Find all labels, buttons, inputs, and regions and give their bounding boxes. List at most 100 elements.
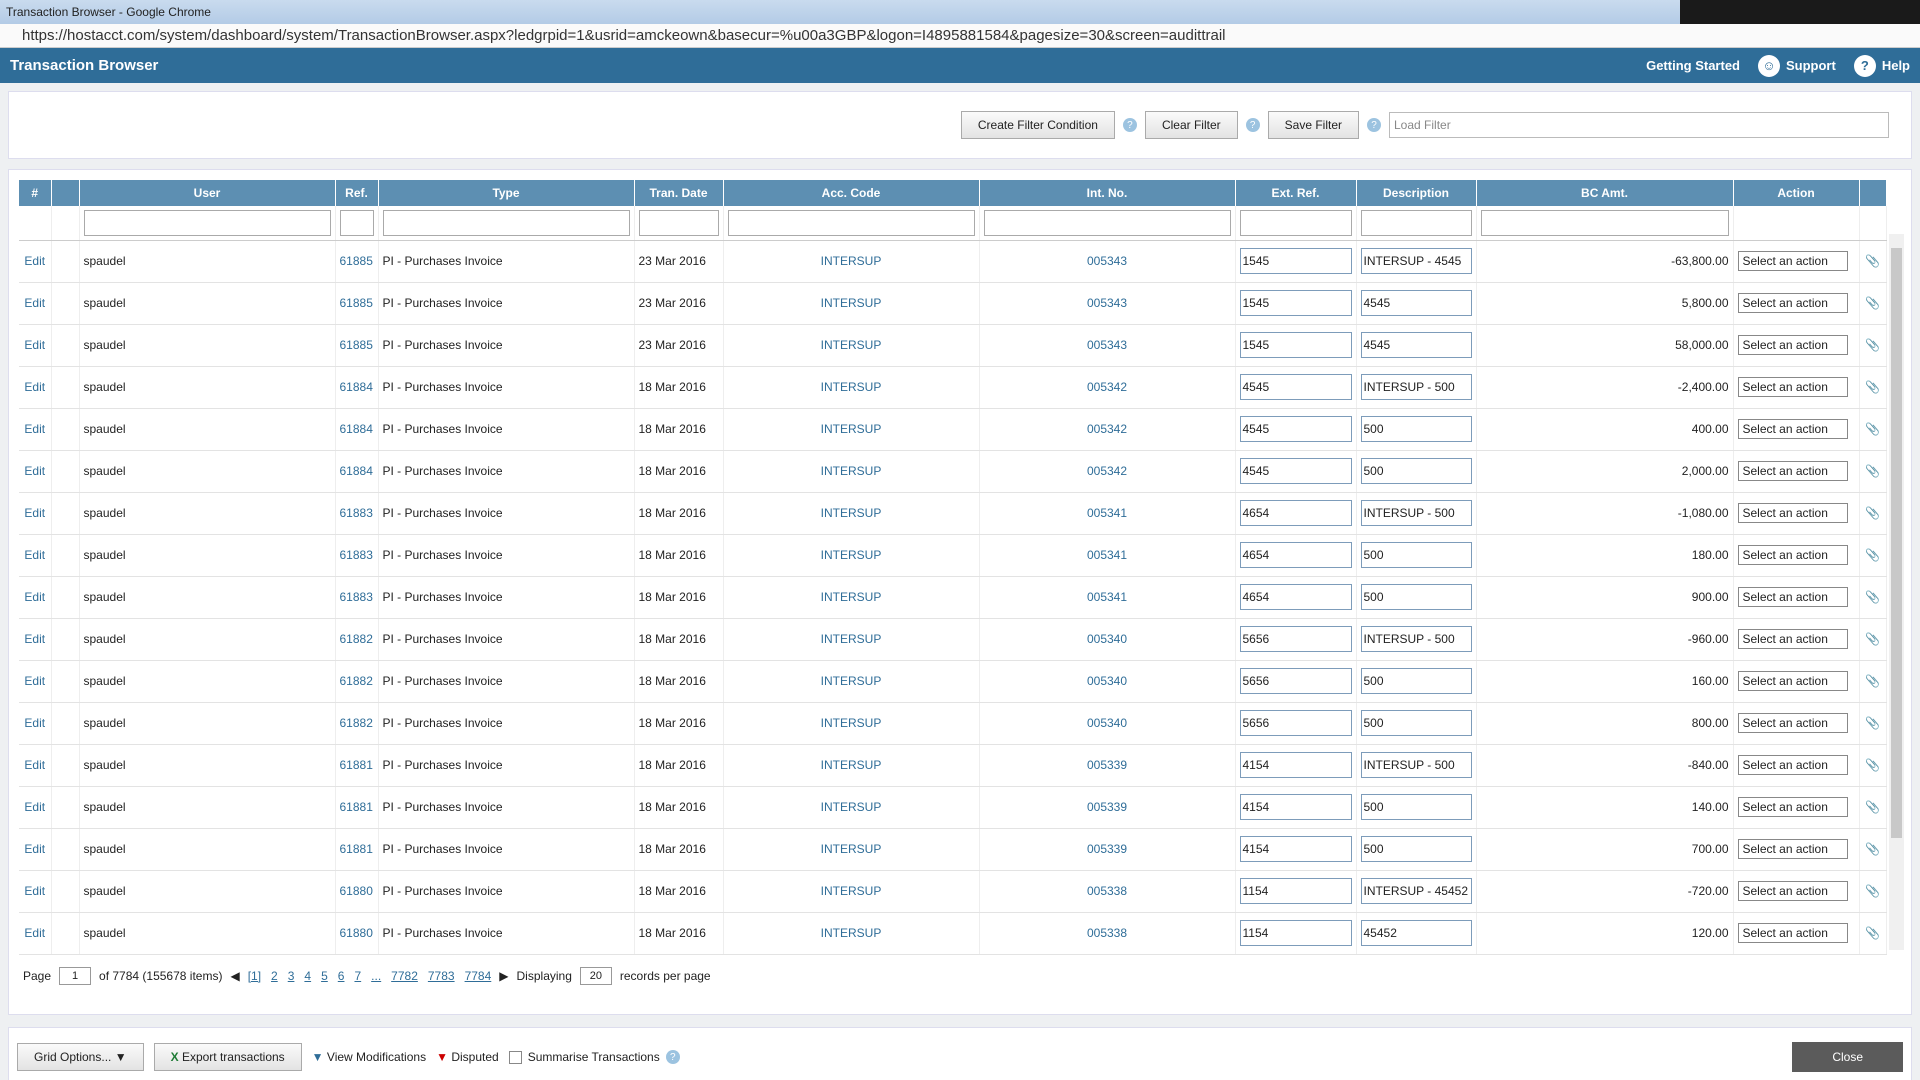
- int-no-link[interactable]: 005342: [979, 366, 1236, 409]
- ref-link[interactable]: 61882: [335, 660, 379, 703]
- ref-link[interactable]: 61881: [335, 828, 379, 871]
- int-no-link[interactable]: 005343: [979, 240, 1236, 283]
- filter-input[interactable]: [83, 209, 331, 236]
- address-bar[interactable]: https://hostacct.com/system/dashboard/sy…: [0, 24, 1920, 48]
- edit-link[interactable]: Edit: [19, 660, 52, 703]
- action-select[interactable]: Select an action: [1737, 251, 1848, 271]
- ref-link[interactable]: 61885: [335, 282, 379, 325]
- ext-ref-input[interactable]: 1545: [1239, 290, 1352, 316]
- page-link[interactable]: 4: [304, 968, 312, 983]
- action-select[interactable]: Select an action: [1737, 713, 1848, 733]
- acc-code-link[interactable]: INTERSUP: [723, 912, 980, 955]
- ref-link[interactable]: 61883: [335, 576, 379, 619]
- checkbox[interactable]: [508, 1050, 522, 1064]
- action-select[interactable]: Select an action: [1737, 461, 1848, 481]
- attach-icon[interactable]: 📎: [1865, 296, 1880, 310]
- int-no-link[interactable]: 005341: [979, 576, 1236, 619]
- column-header[interactable]: Ref.: [335, 180, 379, 206]
- description-input[interactable]: INTERSUP - 500: [1360, 374, 1472, 400]
- ext-ref-input[interactable]: 4154: [1239, 752, 1352, 778]
- edit-link[interactable]: Edit: [19, 618, 52, 661]
- prev-page[interactable]: ◀: [230, 968, 240, 983]
- ext-ref-input[interactable]: 4154: [1239, 794, 1352, 820]
- nav-support[interactable]: ☺ Support: [1758, 54, 1836, 77]
- acc-code-link[interactable]: INTERSUP: [723, 618, 980, 661]
- ref-link[interactable]: 61884: [335, 408, 379, 451]
- view-modifications[interactable]: ▼ View Modifications: [312, 1050, 426, 1064]
- description-input[interactable]: 4545: [1360, 332, 1472, 358]
- edit-link[interactable]: Edit: [19, 702, 52, 745]
- ref-link[interactable]: 61884: [335, 366, 379, 409]
- help-icon[interactable]: ?: [1245, 118, 1260, 132]
- attach-icon[interactable]: 📎: [1865, 758, 1880, 772]
- page-link[interactable]: 7782: [391, 968, 418, 983]
- acc-code-link[interactable]: INTERSUP: [723, 408, 980, 451]
- description-input[interactable]: 500: [1360, 458, 1472, 484]
- attach-icon[interactable]: 📎: [1865, 842, 1880, 856]
- attach-icon[interactable]: 📎: [1865, 632, 1880, 646]
- column-header[interactable]: Ext. Ref.: [1235, 180, 1357, 206]
- acc-code-link[interactable]: INTERSUP: [723, 870, 980, 913]
- ext-ref-input[interactable]: 4154: [1239, 836, 1352, 862]
- acc-code-link[interactable]: INTERSUP: [723, 702, 980, 745]
- nav-link[interactable]: Support: [1786, 58, 1836, 73]
- edit-link[interactable]: Edit: [19, 324, 52, 367]
- action-select[interactable]: Select an action: [1737, 839, 1848, 859]
- description-input[interactable]: 500: [1360, 584, 1472, 610]
- int-no-link[interactable]: 005339: [979, 828, 1236, 871]
- int-no-link[interactable]: 005343: [979, 282, 1236, 325]
- acc-code-link[interactable]: INTERSUP: [723, 660, 980, 703]
- description-input[interactable]: 500: [1360, 668, 1472, 694]
- description-input[interactable]: 500: [1360, 416, 1472, 442]
- description-input[interactable]: INTERSUP - 500: [1360, 500, 1472, 526]
- attach-icon[interactable]: 📎: [1865, 590, 1880, 604]
- disputed[interactable]: ▼ Disputed: [436, 1050, 499, 1064]
- description-input[interactable]: 500: [1360, 836, 1472, 862]
- export-button[interactable]: X Export transactions: [153, 1043, 302, 1071]
- acc-code-link[interactable]: INTERSUP: [723, 576, 980, 619]
- nav-link[interactable]: Getting Started: [1646, 58, 1740, 73]
- ext-ref-input[interactable]: 4545: [1239, 374, 1352, 400]
- int-no-link[interactable]: 005342: [979, 408, 1236, 451]
- acc-code-link[interactable]: INTERSUP: [723, 324, 980, 367]
- attach-icon[interactable]: 📎: [1865, 464, 1880, 478]
- ref-link[interactable]: 61885: [335, 324, 379, 367]
- ext-ref-input[interactable]: 4545: [1239, 416, 1352, 442]
- ref-link[interactable]: 61881: [335, 744, 379, 787]
- page-link[interactable]: 7783: [427, 968, 455, 983]
- action-select[interactable]: Select an action: [1737, 419, 1848, 439]
- ref-link[interactable]: 61881: [335, 786, 379, 829]
- filter-input[interactable]: [1480, 209, 1729, 236]
- page-link[interactable]: 3: [287, 968, 295, 983]
- page-link[interactable]: 7784: [464, 968, 492, 983]
- int-no-link[interactable]: 005340: [979, 702, 1236, 745]
- edit-link[interactable]: Edit: [19, 912, 52, 955]
- attach-icon[interactable]: 📎: [1865, 422, 1880, 436]
- acc-code-link[interactable]: INTERSUP: [723, 366, 980, 409]
- int-no-link[interactable]: 005338: [979, 870, 1236, 913]
- action-select[interactable]: Select an action: [1737, 923, 1848, 943]
- action-select[interactable]: Select an action: [1737, 755, 1848, 775]
- attach-icon[interactable]: 📎: [1865, 884, 1880, 898]
- column-header[interactable]: Int. No.: [979, 180, 1236, 206]
- column-header[interactable]: Tran. Date: [634, 180, 724, 206]
- ref-link[interactable]: 61885: [335, 240, 379, 283]
- column-header[interactable]: Type: [378, 180, 635, 206]
- action-select[interactable]: Select an action: [1737, 377, 1848, 397]
- ext-ref-input[interactable]: 1154: [1239, 920, 1352, 946]
- attach-icon[interactable]: 📎: [1865, 380, 1880, 394]
- grid-options-button[interactable]: Grid Options... ▼: [17, 1043, 144, 1071]
- int-no-link[interactable]: 005339: [979, 786, 1236, 829]
- edit-link[interactable]: Edit: [19, 492, 52, 535]
- action-select[interactable]: Select an action: [1737, 671, 1848, 691]
- edit-link[interactable]: Edit: [19, 744, 52, 787]
- action-select[interactable]: Select an action: [1737, 587, 1848, 607]
- acc-code-link[interactable]: INTERSUP: [723, 534, 980, 577]
- help-icon[interactable]: ?: [1122, 118, 1137, 132]
- description-input[interactable]: INTERSUP - 500: [1360, 626, 1472, 652]
- help-icon[interactable]: ?: [665, 1050, 680, 1064]
- description-input[interactable]: 500: [1360, 710, 1472, 736]
- int-no-link[interactable]: 005339: [979, 744, 1236, 787]
- action-select[interactable]: Select an action: [1737, 629, 1848, 649]
- attach-icon[interactable]: 📎: [1865, 716, 1880, 730]
